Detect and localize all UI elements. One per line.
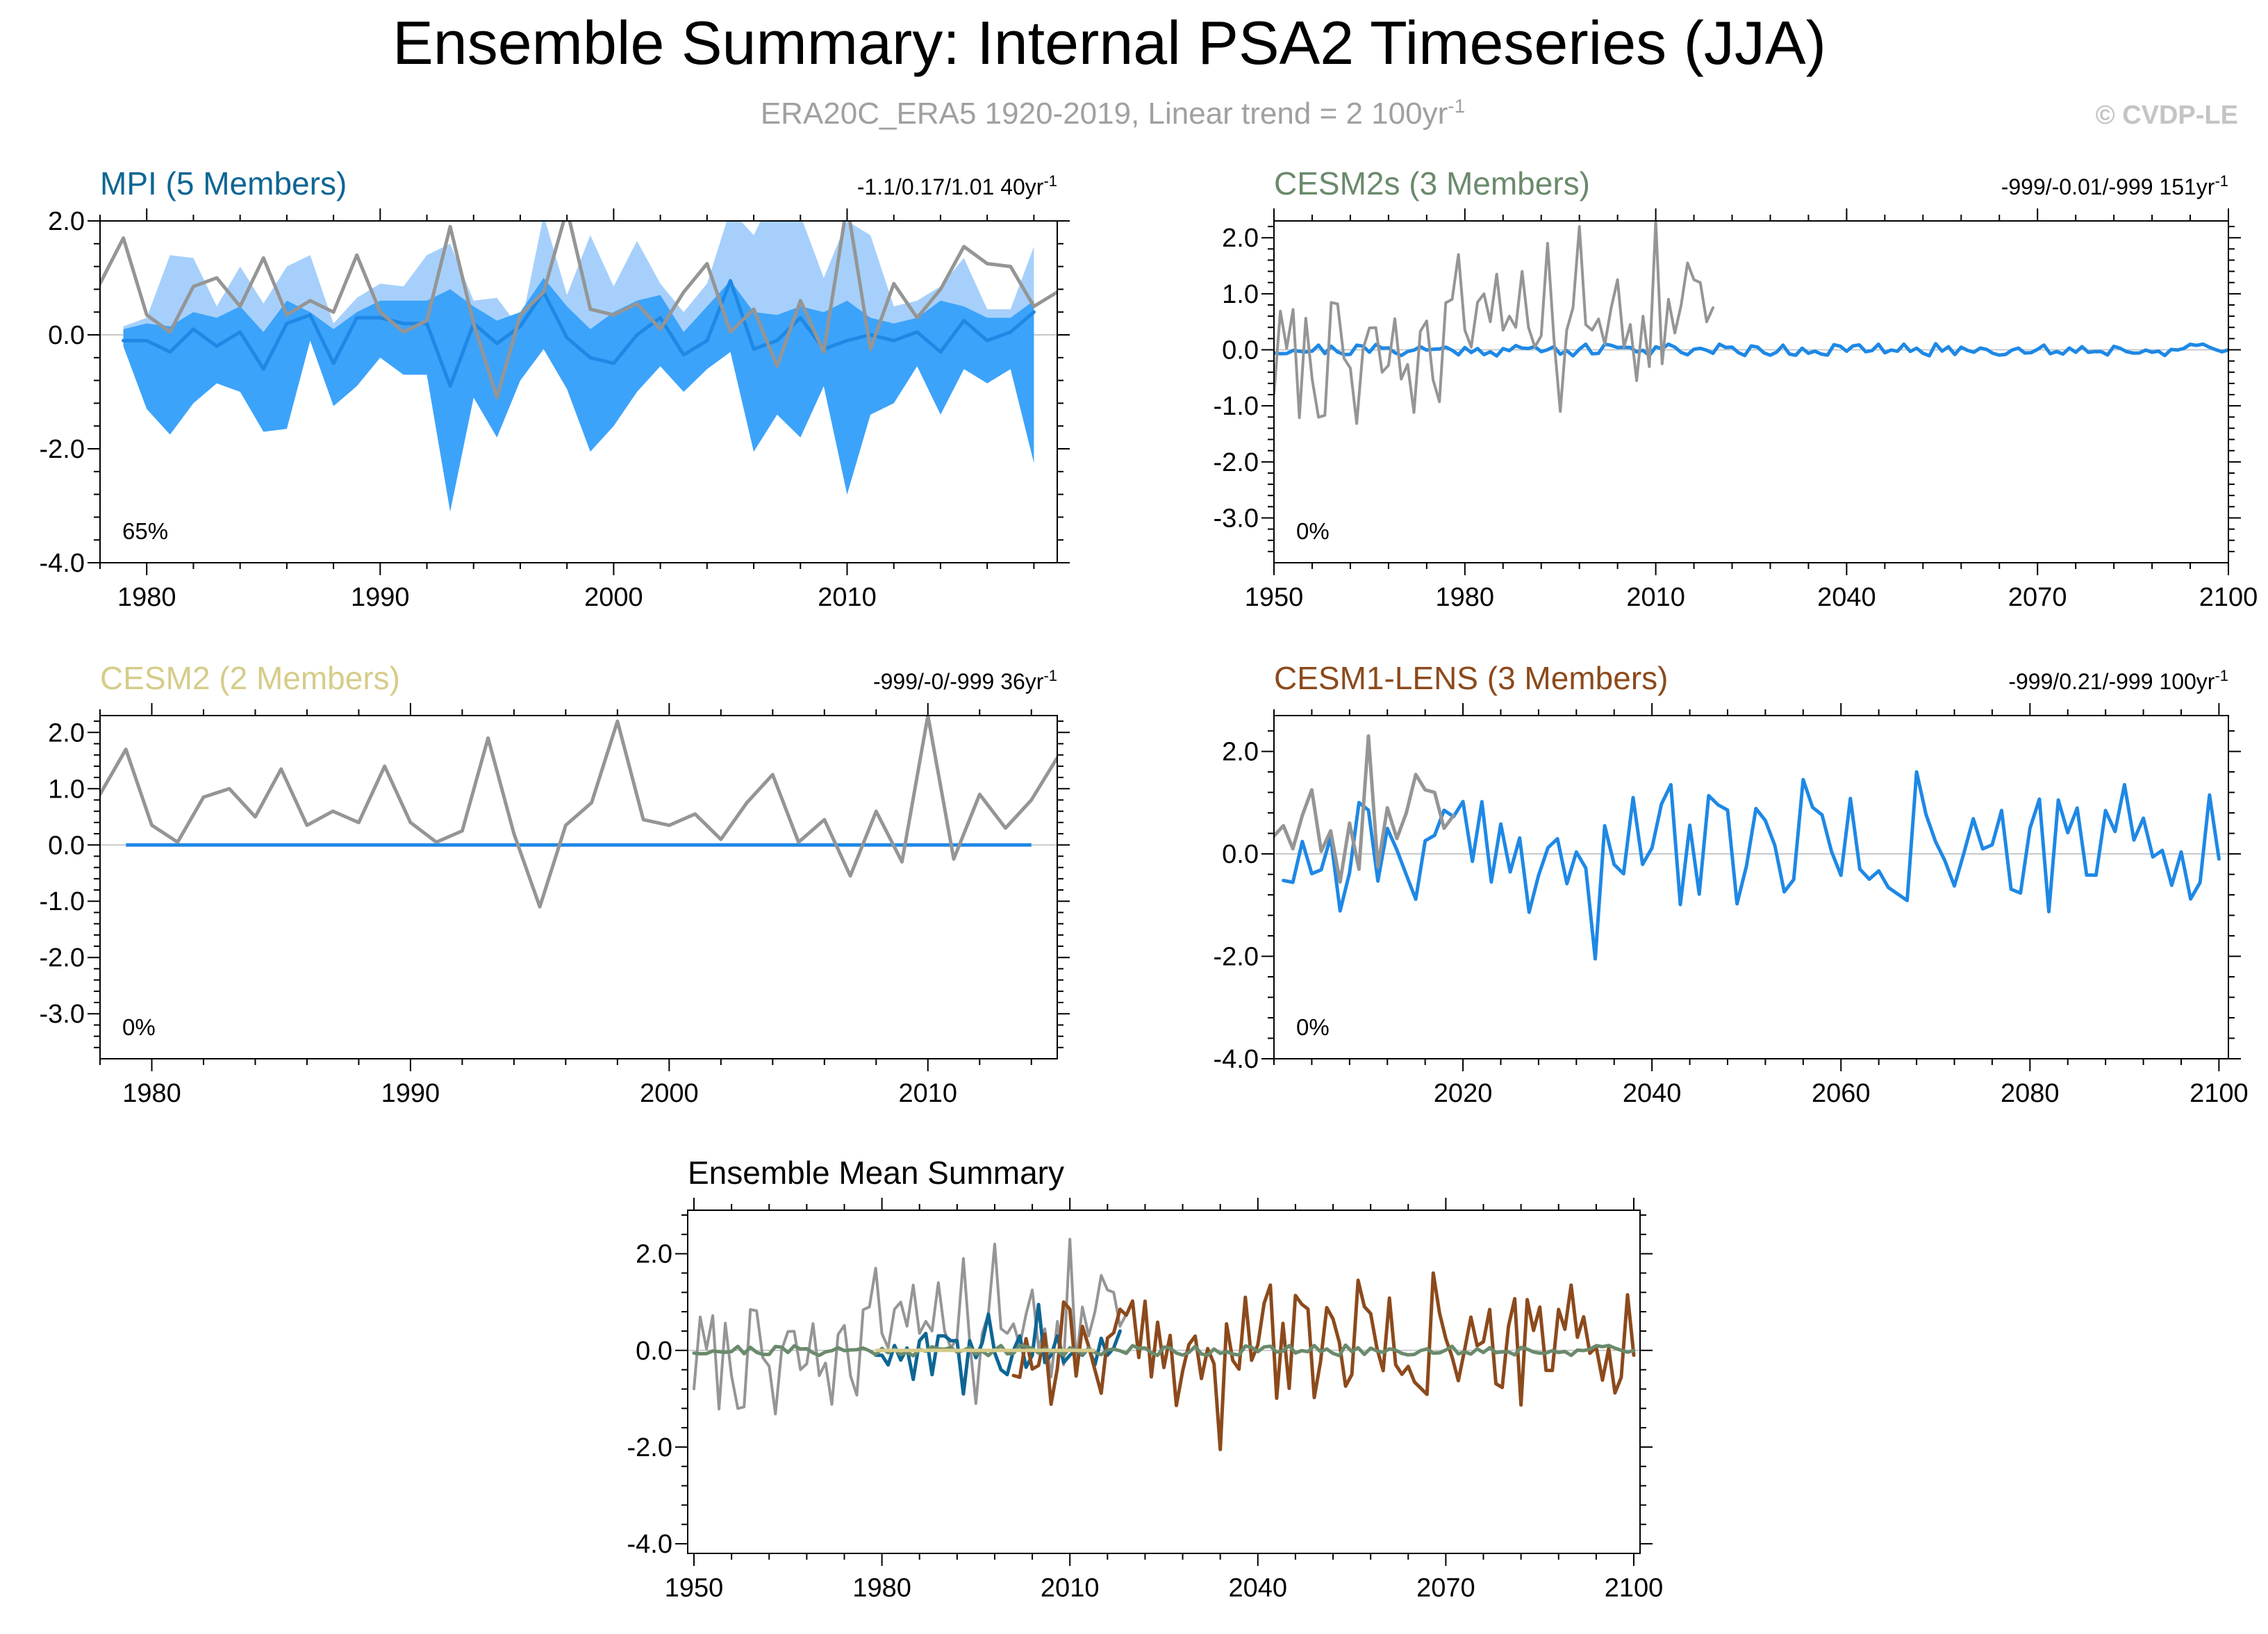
subtitle-superscript: -1 [1448, 95, 1465, 117]
y-tick-label: 0.0 [48, 321, 85, 350]
x-tick-label: 2100 [1605, 1574, 1664, 1603]
plot-area [100, 221, 1057, 512]
y-tick-label: 2.0 [1222, 224, 1259, 253]
x-tick-label: 1980 [122, 1079, 181, 1108]
x-tick-label: 2020 [1434, 1079, 1493, 1108]
panel-stats: -999/-0/-999 36yr-1 [873, 667, 1057, 694]
y-tick-label: 1.0 [1222, 280, 1259, 309]
y-tick-label: 2.0 [48, 718, 85, 748]
y-tick-label: -2.0 [1214, 448, 1259, 477]
x-tick-label: 2010 [899, 1079, 958, 1108]
panel-cesm2: CESM2 (2 Members) -999/-0/-999 36yr-1 2.0 1… [40, 660, 1070, 1108]
y-tick-label: -2.0 [627, 1433, 672, 1462]
x-tick-label: 2070 [1416, 1574, 1475, 1603]
ensemble-spread-band [123, 278, 1034, 512]
panel-stats: -1.1/0.17/1.01 40yr-1 [857, 172, 1057, 199]
x-tick-label: 2070 [2008, 583, 2067, 612]
x-tick-label: 2100 [2199, 583, 2258, 612]
y-tick-label: 0.0 [1222, 840, 1259, 869]
y-tick-label: -4.0 [1214, 1045, 1259, 1074]
x-tick-label: 2060 [1812, 1079, 1871, 1108]
panel-title: CESM2s (3 Members) [1274, 165, 1590, 201]
plot-frame [687, 1210, 1641, 1554]
y-tick-label: -3.0 [40, 1000, 85, 1029]
copyright-label: © CVDP-LE [2096, 101, 2238, 130]
x-tick-label: 2010 [1626, 583, 1685, 612]
panel-title: MPI (5 Members) [100, 165, 347, 201]
y-tick-label: 2.0 [48, 207, 85, 236]
panel-cesm1-lens: CESM1-LENS (3 Members) -999/0.21/-999 100… [1214, 660, 2249, 1108]
panel-stats: -999/0.21/-999 100yr-1 [2008, 667, 2228, 694]
x-tick-label: 1990 [381, 1079, 440, 1108]
cesm1-lens-mean-line [1011, 1271, 1636, 1451]
observed-line [100, 221, 1057, 399]
cesm2s-mean-line [692, 1343, 1636, 1357]
x-tick-label: 2040 [1229, 1574, 1288, 1603]
panel-title: CESM2 (2 Members) [100, 660, 400, 696]
subtitle: ERA20C_ERA5 1920-2019, Linear trend = 2 … [761, 95, 1465, 131]
y-tick-label: 1.0 [48, 775, 85, 804]
percent-label: 0% [1296, 518, 1330, 544]
x-tick-label: 2040 [1623, 1079, 1682, 1108]
x-tick-label: 2040 [1817, 583, 1876, 612]
y-tick-label: -2.0 [1214, 943, 1259, 972]
x-tick-label: 1980 [117, 583, 176, 612]
x-tick-label: 2010 [1041, 1574, 1100, 1603]
ensemble-mean-line [122, 279, 1036, 388]
plot-area [1274, 221, 2228, 425]
y-tick-label: -3.0 [1214, 504, 1259, 533]
panel-title: CESM1-LENS (3 Members) [1274, 660, 1668, 696]
observed-line [1274, 221, 1714, 425]
ensemble-mean-line [1274, 342, 2228, 358]
x-tick-label: 2000 [640, 1079, 699, 1108]
x-tick-label: 1950 [1245, 583, 1304, 612]
panel-mpi: MPI (5 Members) -1.1/0.17/1.01 40yr-1 2.0 0… [40, 165, 1070, 612]
plot-frame [99, 220, 1058, 563]
main-title: Ensemble Summary: Internal PSA2 Timeseri… [392, 8, 1826, 77]
y-tick-label: -1.0 [1214, 392, 1259, 421]
plot-frame [99, 715, 1058, 1059]
ensemble-mean-line [1282, 770, 2221, 961]
panel-ensemble-mean-summary: Ensemble Mean Summary 2.0 0.0 -2.0 -4.0 1950 1… [627, 1155, 1664, 1603]
x-tick-label: 1980 [1436, 583, 1495, 612]
panel-cesm2s: CESM2s (3 Members) -999/-0.01/-999 151yr-… [1214, 165, 2258, 612]
percent-label: 0% [1296, 1014, 1330, 1040]
y-tick-label: -4.0 [40, 549, 85, 578]
observed-line [100, 716, 1057, 909]
percent-label: 65% [122, 518, 168, 544]
plot-area [100, 716, 1057, 909]
subtitle-text: ERA20C_ERA5 1920-2019, Linear trend = 2 … [761, 97, 1448, 131]
y-tick-label: -1.0 [40, 887, 85, 916]
y-tick-label: -4.0 [627, 1530, 672, 1559]
observed-line [1274, 734, 1455, 884]
plot-frame [1273, 715, 2229, 1059]
y-tick-label: 2.0 [636, 1240, 672, 1269]
y-tick-label: 0.0 [636, 1337, 672, 1366]
x-tick-label: 2080 [2001, 1079, 2060, 1108]
y-tick-label: 0.0 [48, 831, 85, 860]
x-tick-label: 1950 [665, 1574, 724, 1603]
panel-title: Ensemble Mean Summary [688, 1155, 1064, 1191]
y-tick-label: 0.0 [1222, 336, 1259, 365]
x-tick-label: 2000 [584, 583, 643, 612]
y-tick-label: -2.0 [40, 435, 85, 464]
y-tick-label: 2.0 [1222, 738, 1259, 767]
x-tick-label: 2010 [818, 583, 877, 612]
plot-frame [1273, 220, 2229, 563]
plot-area [688, 1237, 1640, 1451]
x-tick-label: 1990 [351, 583, 410, 612]
percent-label: 0% [122, 1014, 156, 1040]
plot-area [1274, 734, 2228, 961]
y-tick-label: -2.0 [40, 943, 85, 973]
x-tick-label: 1980 [852, 1574, 911, 1603]
panel-stats: -999/-0.01/-999 151yr-1 [2001, 172, 2228, 199]
x-tick-label: 2100 [2190, 1079, 2249, 1108]
